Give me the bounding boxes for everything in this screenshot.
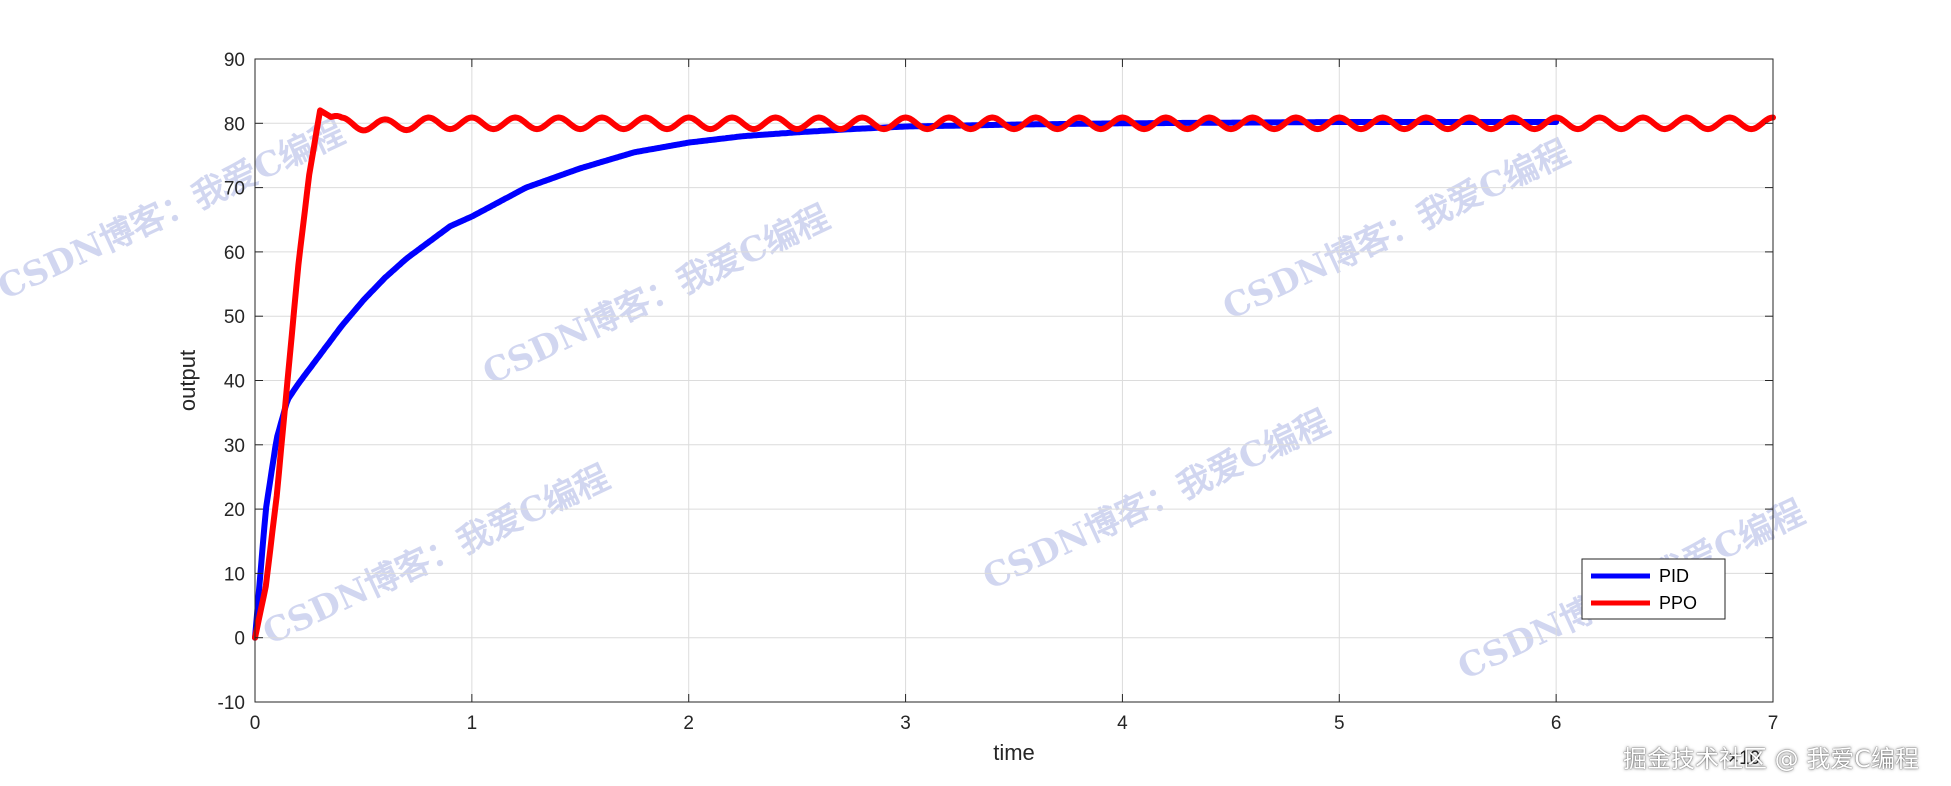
legend-label-pid: PID <box>1659 566 1689 586</box>
x-tick-label: 0 <box>250 713 261 734</box>
y-tick-label: 40 <box>224 372 245 393</box>
y-tick-label: -10 <box>218 693 245 714</box>
y-tick-label: 0 <box>234 629 245 650</box>
watermark-text: CSDN博客：我爱C编程 <box>477 197 836 393</box>
y-tick-label: 90 <box>224 50 245 71</box>
y-tick-label: 50 <box>224 307 245 328</box>
series-line-pid <box>252 119 1560 641</box>
legend-label-ppo: PPO <box>1659 593 1697 613</box>
series-layer <box>252 107 1776 641</box>
y-tick-label: 20 <box>224 500 245 521</box>
watermark-text: CSDN博客：我爱C编程 <box>257 457 616 653</box>
x-axis-exponent-label: ×10 <box>1728 748 1760 769</box>
x-tick-label: 3 <box>900 713 911 734</box>
x-tick-label: 7 <box>1768 713 1779 734</box>
x-tick-label: 5 <box>1334 713 1345 734</box>
y-tick-label: 30 <box>224 436 245 457</box>
site-watermark: 掘金技术社区 @ 我爱C编程 <box>1622 745 1919 773</box>
watermark-text: CSDN博客：我爱C编程 <box>1217 132 1576 328</box>
series-line-ppo <box>252 107 1776 641</box>
y-tick-label: 10 <box>224 564 245 585</box>
y-axis-label: output <box>175 350 200 411</box>
legend: PID PPO <box>1581 558 1726 620</box>
x-axis-label: time <box>993 740 1035 765</box>
y-tick-label: 70 <box>224 179 245 200</box>
watermark-text: CSDN博客：我爱C编程 <box>977 402 1336 598</box>
x-tick-label: 1 <box>467 713 478 734</box>
x-tick-label: 4 <box>1117 713 1128 734</box>
x-tick-label: 6 <box>1551 713 1562 734</box>
y-tick-label: 80 <box>224 114 245 135</box>
y-tick-label: 60 <box>224 243 245 264</box>
x-tick-label: 2 <box>683 713 694 734</box>
legend-box <box>1581 558 1726 620</box>
